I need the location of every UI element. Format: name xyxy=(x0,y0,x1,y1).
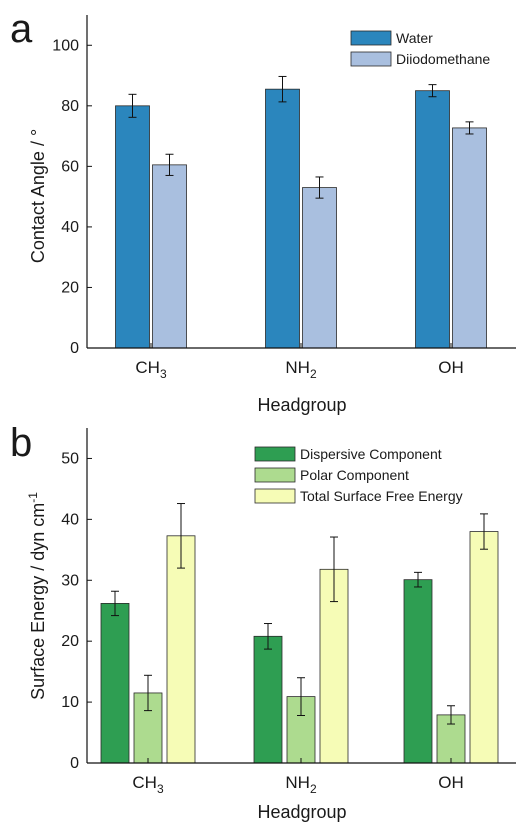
panel-b-error-bar-2-1 xyxy=(330,536,338,603)
panel-b-legend-swatch-2 xyxy=(254,488,296,504)
panel-a-legend-label-1: Diiodomethane xyxy=(396,51,490,67)
panel-b-error-bar-1-1 xyxy=(297,677,305,716)
panel-b-letter: b xyxy=(10,421,32,465)
panel-b-y-tick-label-0: 0 xyxy=(70,755,79,772)
panel-b-y-axis-title-superscript: -1 xyxy=(26,492,40,503)
panel-a-error-bar-0-0 xyxy=(128,93,137,118)
panel-a-y-tick-label-4: 80 xyxy=(61,98,79,115)
panel-b-x-tick-label-2: OH xyxy=(438,773,464,792)
panel-a-x-tick-label-2: OH xyxy=(438,358,464,377)
panel-a-error-bar-0-1 xyxy=(278,75,287,103)
panel-b-bar-0-2 xyxy=(403,579,433,764)
panel-a-bar-0-0 xyxy=(115,105,150,349)
panel-b-x-tick-label-0: CH3 xyxy=(132,773,164,796)
panel-a-bar-1-2 xyxy=(452,127,487,349)
panel-a-letter: a xyxy=(10,7,33,51)
panel-b-y-tick-label-3: 30 xyxy=(61,572,79,589)
panel-a-error-bar-0-2 xyxy=(428,84,437,98)
panel-a-y-tick-label-3: 60 xyxy=(61,158,79,175)
panel-b-x-tick-label-main-0: CH xyxy=(132,773,157,792)
panel-a-error-bar-1-2 xyxy=(465,121,474,135)
panel-a-legend-swatch-1 xyxy=(350,51,392,67)
panel-a-x-tick-label-main-0: CH xyxy=(135,358,160,377)
panel-b-x-tick-label-1: NH2 xyxy=(285,773,317,796)
panel-b-y-tick-label-5: 50 xyxy=(61,450,79,467)
panel-a-y-tick-label-1: 20 xyxy=(61,279,79,296)
panel-b-legend-label-1: Polar Component xyxy=(300,467,409,483)
panel-b-x-tick-label-main-2: OH xyxy=(438,773,464,792)
panel-a-x-tick-label-subscript-0: 3 xyxy=(160,367,167,381)
panel-b-legend: Dispersive Component Polar Component Total… xyxy=(254,446,463,504)
panel-a-bar-0-2 xyxy=(415,90,450,349)
panel-b-legend-label-2: Total Surface Free Energy xyxy=(300,488,463,504)
panel-b-y-tick-label-1: 10 xyxy=(61,694,79,711)
panel-b-bar-2-0 xyxy=(166,535,196,764)
panel-a-bar-1-1 xyxy=(302,187,337,349)
panel-a-bar-0-1 xyxy=(265,88,300,349)
panel-b-surface-energy-chart: b Surface Energy / dyn cm-1 Headgroup 0 1… xyxy=(10,421,516,822)
panel-b-error-bar-0-0 xyxy=(111,590,119,617)
panel-a-legend: Water Diiodomethane xyxy=(350,30,490,67)
panel-a-error-bar-1-1 xyxy=(315,176,324,199)
panel-b-y-tick-label-4: 40 xyxy=(61,511,79,528)
panel-b-error-bar-0-1 xyxy=(264,623,272,650)
panel-b-bar-0-1 xyxy=(253,635,283,764)
panel-b-error-bar-2-0 xyxy=(177,503,185,569)
panel-b-legend-swatch-0 xyxy=(254,446,296,462)
panel-a-error-bar-1-0 xyxy=(165,153,174,176)
panel-b-legend-swatch-1 xyxy=(254,467,296,483)
panel-a-x-tick-label-1: NH2 xyxy=(285,358,317,381)
panel-b-x-axis-title: Headgroup xyxy=(257,802,346,822)
panel-a-y-axis-title: Contact Angle / ° xyxy=(28,129,48,263)
panel-b-x-tick-label-main-1: NH xyxy=(285,773,310,792)
panel-b-y-axis-title: Surface Energy / dyn cm-1 xyxy=(26,492,48,700)
panel-a-contact-angle-chart: a Contact Angle / ° Headgroup 0 20 40 60 80 1… xyxy=(10,7,516,415)
panel-b-bar-0-0 xyxy=(100,603,130,764)
panel-b-error-bar-0-2 xyxy=(414,571,422,588)
panel-a-x-tick-label-main-2: OH xyxy=(438,358,464,377)
panel-b-y-axis-title-main: Surface Energy / dyn cm xyxy=(28,503,48,700)
panel-a-y-tick-label-2: 40 xyxy=(61,219,79,236)
panel-b-x-tick-label-subscript-0: 3 xyxy=(157,782,164,796)
panel-b-error-bar-2-2 xyxy=(480,513,488,550)
panel-a-y-tick-label-0: 0 xyxy=(70,340,79,357)
panel-a-x-tick-label-main-1: NH xyxy=(285,358,310,377)
panel-a-y-tick-label-5: 100 xyxy=(52,37,79,54)
panel-a-bar-1-0 xyxy=(152,164,187,349)
panel-b-error-bar-1-2 xyxy=(447,705,455,725)
panel-b-x-tick-label-subscript-1: 2 xyxy=(310,782,317,796)
panel-b-y-tick-label-2: 20 xyxy=(61,633,79,650)
panel-a-legend-label-0: Water xyxy=(396,30,433,46)
panel-a-legend-swatch-0 xyxy=(350,30,392,46)
panel-a-x-tick-label-subscript-1: 2 xyxy=(310,367,317,381)
panel-a-x-axis-title: Headgroup xyxy=(257,395,346,415)
panel-b-error-bar-1-0 xyxy=(144,674,152,712)
panel-b-bar-2-2 xyxy=(469,531,499,764)
panel-a-x-tick-label-0: CH3 xyxy=(135,358,167,381)
panel-b-legend-label-0: Dispersive Component xyxy=(300,446,442,462)
